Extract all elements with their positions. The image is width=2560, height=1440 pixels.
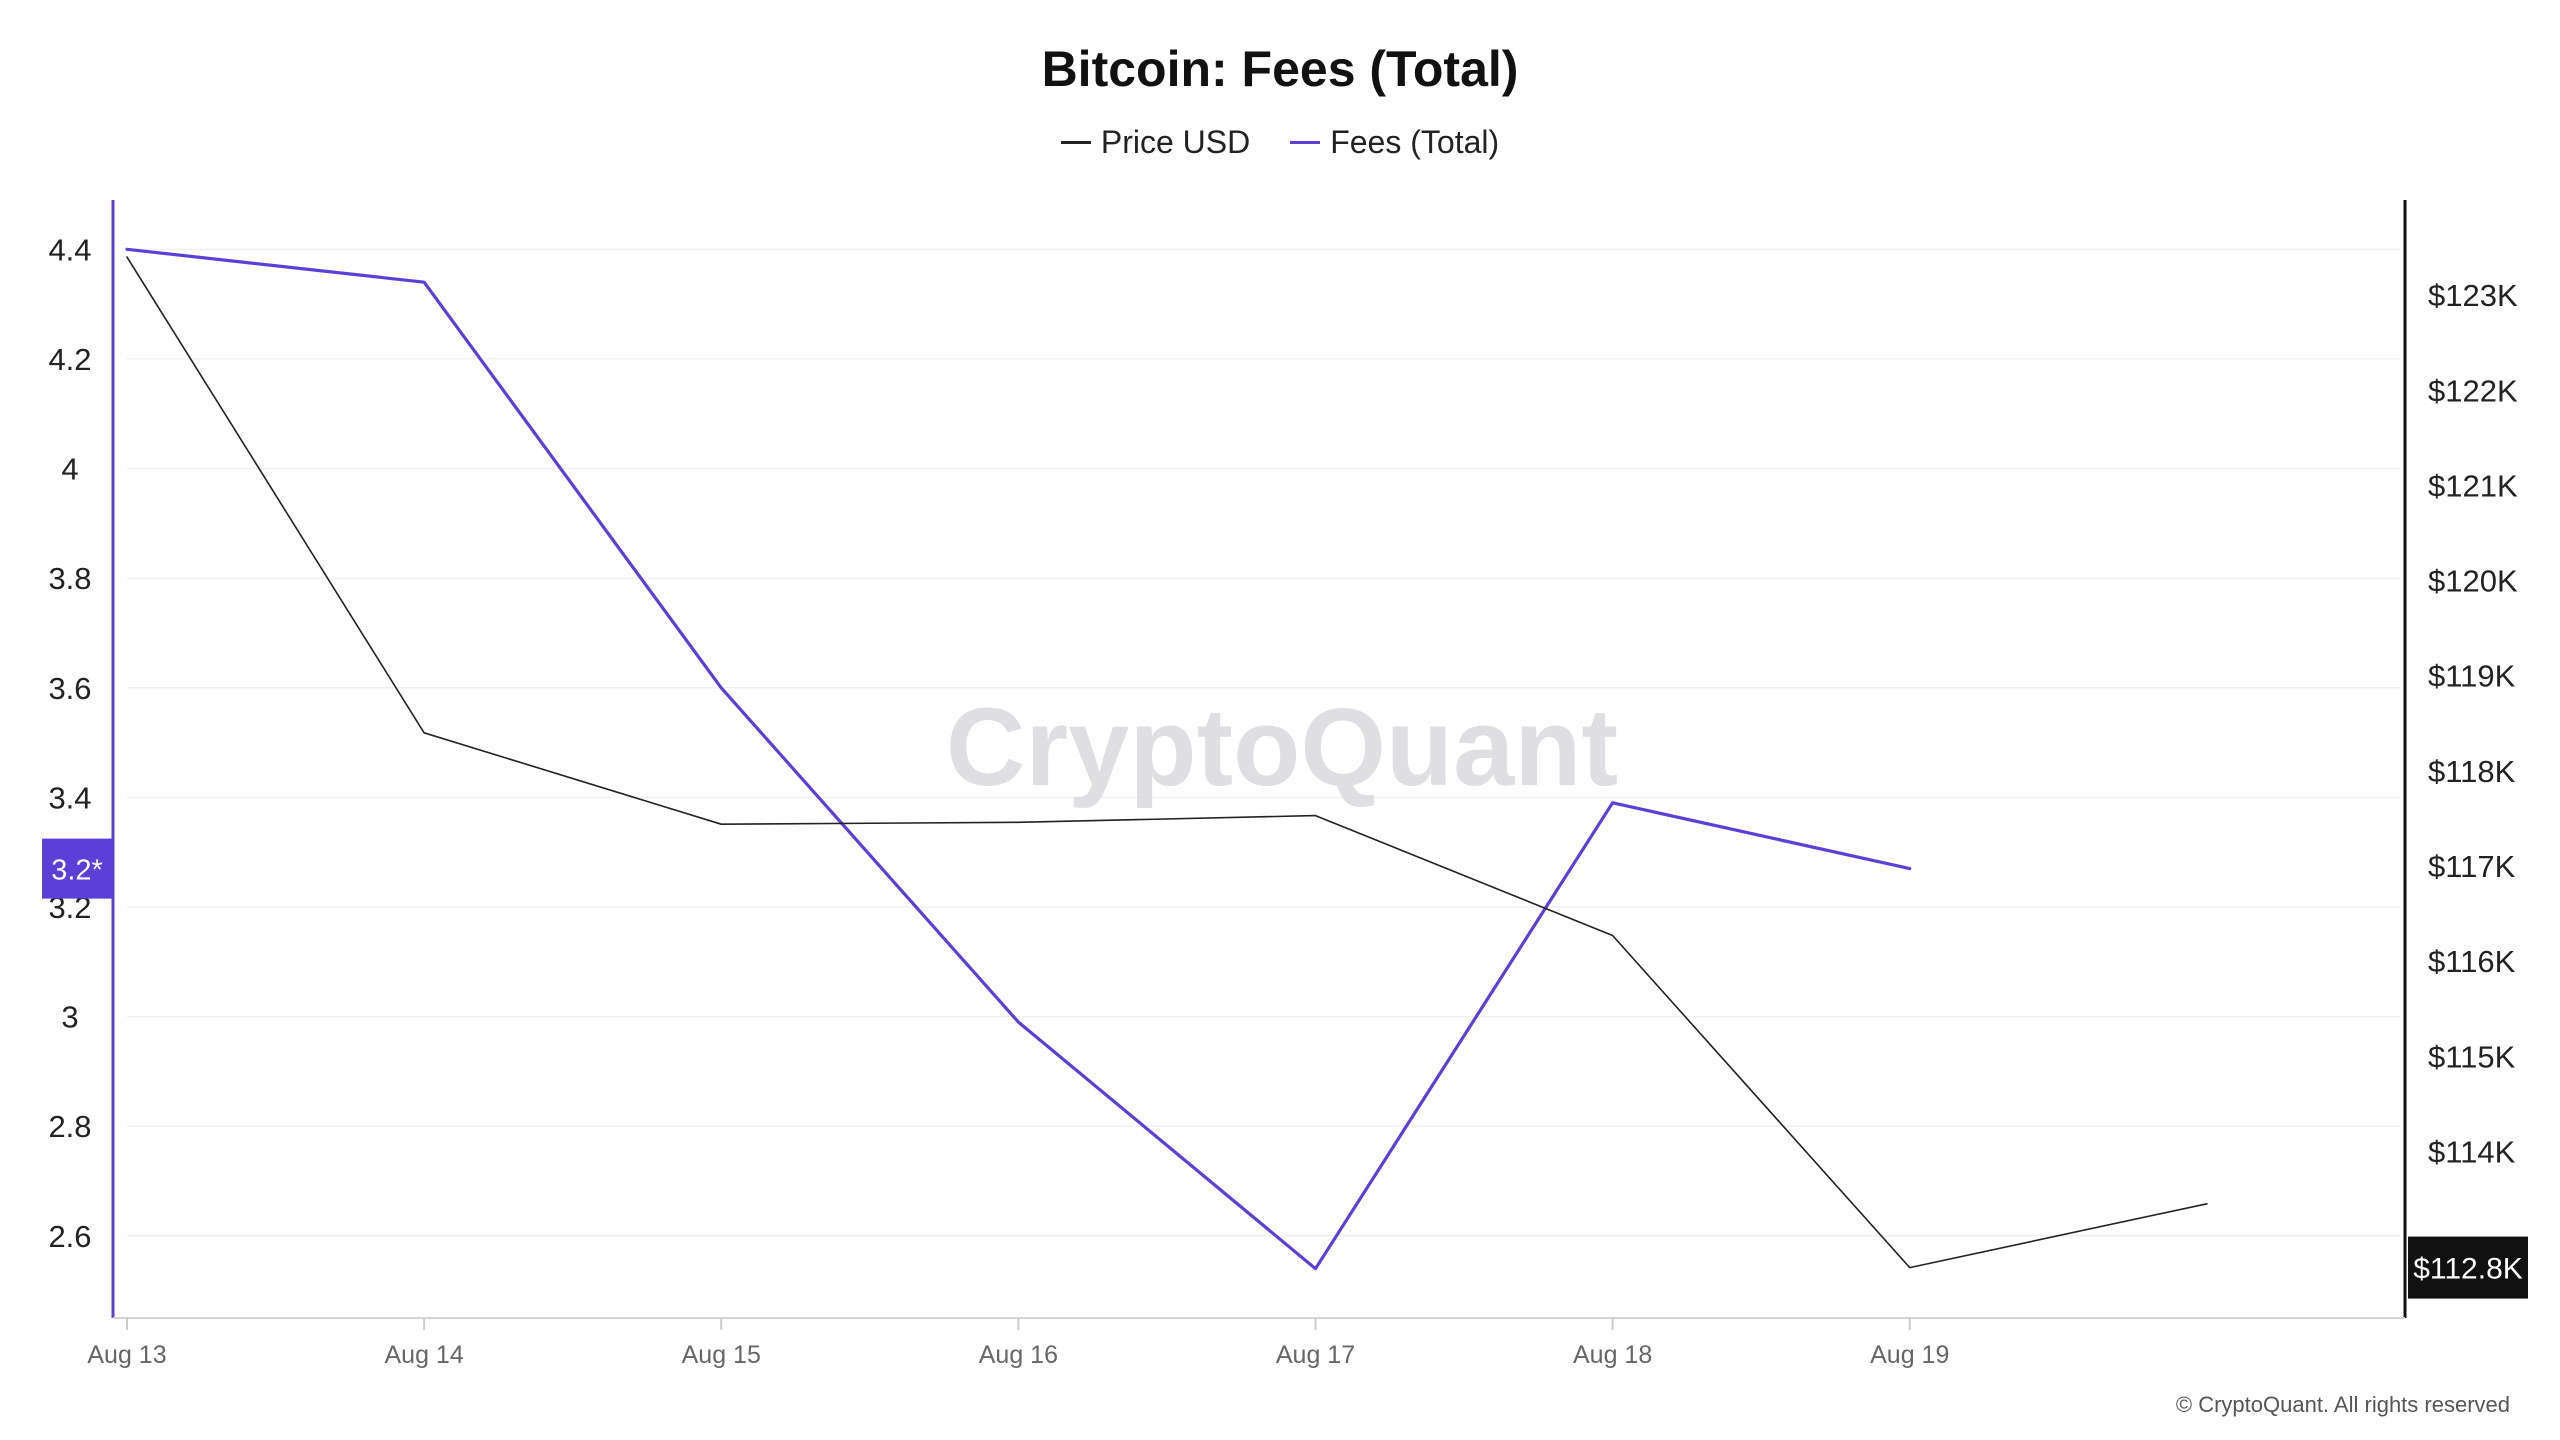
legend-item-fees[interactable]: Fees (Total) bbox=[1290, 124, 1499, 161]
y-left-tick-label: 4 bbox=[61, 452, 78, 487]
y-left-tick-label: 2.8 bbox=[48, 1109, 91, 1144]
current-price-marker bbox=[2408, 1236, 2528, 1299]
watermark: CryptoQuant bbox=[946, 686, 1618, 809]
current-price-marker-label: $112.8K bbox=[2413, 1253, 2523, 1286]
y-right-tick-label: $120K bbox=[2428, 564, 2518, 599]
y-right-tick-label: $118K bbox=[2428, 754, 2516, 789]
y-right-tick-label: $116K bbox=[2428, 944, 2516, 979]
y-right-tick-label: $115K bbox=[2428, 1039, 2516, 1074]
legend-swatch-fees bbox=[1290, 141, 1321, 144]
y-left-tick-label: 3.6 bbox=[48, 671, 91, 706]
current-fee-marker-label: 3.2* bbox=[51, 855, 103, 887]
y-right-tick-label: $117K bbox=[2428, 849, 2516, 884]
legend-item-price[interactable]: Price USD bbox=[1060, 124, 1251, 161]
y-right-tick-label: $119K bbox=[2428, 659, 2516, 694]
fees-series-line bbox=[125, 247, 1912, 1271]
y-left-tick-label: 4.4 bbox=[48, 232, 91, 267]
x-tick-label: Aug 18 bbox=[1573, 1341, 1652, 1369]
y-right-tick-label: $121K bbox=[2428, 468, 2518, 503]
copyright-notice: © CryptoQuant. All rights reserved bbox=[2175, 1392, 2510, 1417]
x-tick-label: Aug 13 bbox=[87, 1341, 166, 1369]
y-left-tick-label: 3 bbox=[61, 1000, 78, 1035]
price-series-line bbox=[126, 256, 2208, 1269]
x-tick-label: Aug 19 bbox=[1870, 1341, 1949, 1369]
current-fee-marker bbox=[42, 838, 112, 899]
y-right-tick-label: $123K bbox=[2428, 278, 2518, 313]
y-right-tick-label: $122K bbox=[2428, 373, 2518, 408]
y-left-tick-label: 3.8 bbox=[48, 561, 91, 596]
y-left-tick-label: 2.6 bbox=[48, 1219, 91, 1254]
legend-swatch-price bbox=[1060, 141, 1091, 144]
chart-title: Bitcoin: Fees (Total) bbox=[1041, 41, 1519, 97]
x-tick-label: Aug 14 bbox=[384, 1341, 463, 1369]
y-left-tick-label: 4.2 bbox=[48, 342, 91, 377]
x-tick-label: Aug 16 bbox=[979, 1341, 1058, 1369]
x-tick-label: Aug 15 bbox=[682, 1341, 761, 1369]
chart-legend: Price USD Fees (Total) bbox=[0, 124, 2560, 161]
y-right-tick-label: $114K bbox=[2428, 1134, 2516, 1169]
x-tick-label: Aug 17 bbox=[1276, 1341, 1355, 1369]
legend-label-fees: Fees (Total) bbox=[1330, 124, 1500, 160]
y-left-tick-label: 3.4 bbox=[48, 780, 91, 815]
legend-label-price: Price USD bbox=[1100, 124, 1251, 160]
